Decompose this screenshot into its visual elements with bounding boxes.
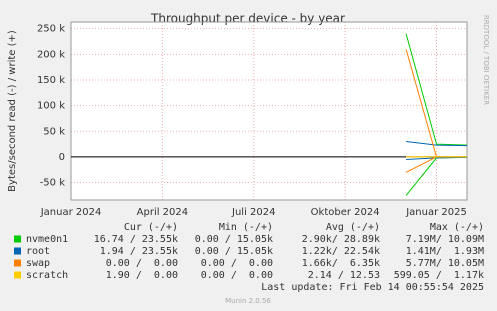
series-line [406,156,468,160]
x-tick-label: Juli 2024 [231,207,275,218]
legend-label: swap [26,258,50,269]
x-tick-label: April 2024 [137,207,188,218]
legend-value: 0.00 / 15.05k [195,234,273,245]
legend-value: 7.19M/ 10.09M [406,234,484,245]
legend-value: 0.00 / 0.00 [106,258,178,269]
legend-header: Cur (-/+) [124,222,178,233]
legend-value: 1.66k/ 6.35k [302,258,380,269]
legend-value: 0.00 / 0.00 [201,270,273,281]
y-tick-label: 100 k [37,101,65,112]
footer: Munin 2.0.56 [225,297,271,305]
legend-swatch [14,235,21,243]
legend-value: 16.74 / 23.55k [94,234,178,245]
y-axis-label: Bytes/second read (-) / write (+) [7,30,18,192]
y-tick-label: 150 k [37,75,65,86]
chart-title: Throughput per device - by year [150,12,345,26]
plot-area [71,22,467,200]
legend-value: 5.77M/ 10.05M [406,258,484,269]
legend-value: 0.00 / 15.05k [195,246,273,257]
y-tick-label: 50 k [43,126,65,137]
legend-header: Max (-/+) [430,222,484,233]
legend-value: 0.00 / 0.00 [201,258,273,269]
x-tick-label: Januar 2025 [405,207,467,218]
y-tick-label: 0 [59,152,65,163]
side-label: RRDTOOL / TOBI OETIKER [482,15,490,105]
y-tick-label: -50 k [40,178,66,189]
x-tick-label: Januar 2024 [40,207,102,218]
legend-value: 1.94 / 23.55k [100,246,178,257]
legend-value: 599.05 / 1.17k [394,270,484,281]
legend-value: 1.90 / 0.00 [106,270,178,281]
legend-value: 2.90k/ 28.89k [302,234,380,245]
series-line [405,33,468,146]
last-update: Last update: Fri Feb 14 00:55:54 2025 [261,282,484,293]
legend-label: root [26,246,50,257]
legend-value: 1.22k/ 22.54k [302,246,380,257]
legend-swatch [14,259,21,267]
legend-value: 1.41M/ 1.93M [406,246,484,257]
y-tick-label: 200 k [37,49,65,60]
series-line [406,141,468,147]
legend-value: 2.14 / 12.53 [308,270,380,281]
legend-swatch [14,247,21,255]
legend-label: nvme0n1 [26,234,68,245]
y-tick-label: 250 k [37,24,65,35]
legend-header: Min (-/+) [219,222,273,233]
legend-label: scratch [26,270,68,281]
legend-swatch [14,271,21,279]
legend-header: Avg (-/+) [326,222,380,233]
x-tick-label: Oktober 2024 [311,207,380,218]
plot-frame [70,21,468,201]
